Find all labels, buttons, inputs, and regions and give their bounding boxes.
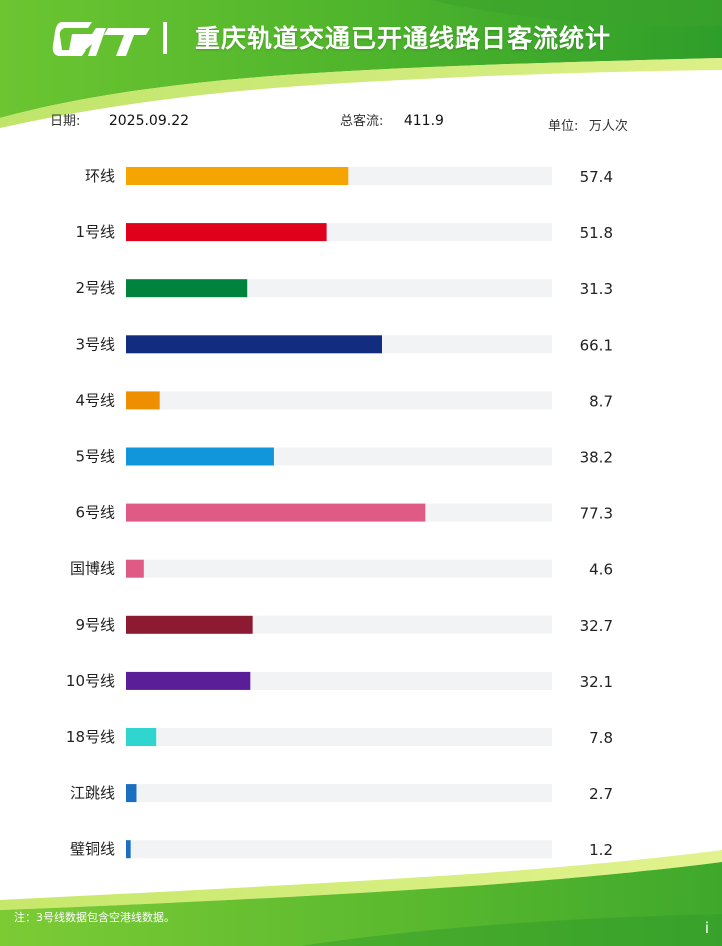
bar-track [126,391,552,410]
bar-track [126,559,552,578]
bar [126,279,248,298]
category-label: 4号线 [75,391,115,409]
bar [126,559,144,578]
bar [126,671,251,690]
value-label: 4.6 [589,561,613,579]
page-title: 重庆轨道交通已开通线路日客流统计 [195,24,612,53]
bar [126,447,274,466]
value-label: 38.2 [580,449,613,467]
unit-info: 单位: 万人次 [548,115,628,134]
category-label: 国博线 [70,560,115,578]
bar [126,335,382,354]
bar [126,167,349,185]
value-label: 2.7 [589,785,613,803]
category-label: 10号线 [66,672,115,690]
header-divider [163,22,167,54]
category-label: 江跳线 [70,784,115,802]
value-label: 77.3 [580,505,613,523]
unit-label: 单位: [548,119,579,134]
category-label: 璧铜线 [70,840,115,858]
category-label: 18号线 [66,728,115,746]
total-label: 总客流: [340,114,384,129]
unit-value: 万人次 [588,119,628,134]
category-label: 2号线 [75,279,115,297]
value-label: 32.7 [580,617,613,635]
total-info: 总客流: 411.9 [340,110,444,129]
footer-banner [0,850,722,946]
info-icon[interactable]: i [704,919,710,937]
category-label: 环线 [85,167,115,185]
category-label: 5号线 [75,448,115,466]
bar [126,223,327,242]
value-label: 8.7 [589,392,613,410]
bar [126,728,157,746]
total-value: 411.9 [403,113,444,129]
bar [126,391,160,410]
bar [126,784,137,803]
bar [126,503,426,522]
date-info: 日期: 2025.09.22 [50,110,189,129]
bar-track [126,840,552,859]
value-label: 7.8 [589,729,613,747]
value-label: 31.3 [580,280,613,298]
header-banner [0,0,722,128]
category-label: 1号线 [75,223,115,241]
category-label: 3号线 [75,335,115,353]
value-label: 32.1 [580,673,613,691]
date-value: 2025.09.22 [108,113,190,129]
bar-track [126,784,552,803]
bar-track [126,728,552,746]
value-label: 66.1 [580,336,613,354]
value-label: 57.4 [580,168,613,186]
value-label: 1.2 [589,841,613,859]
bar [126,615,253,634]
category-label: 9号线 [75,616,115,634]
footer-note: 注：3号线数据包含空港线数据。 [14,911,175,924]
value-label: 51.8 [580,224,613,242]
category-label: 6号线 [75,504,115,522]
bar [126,840,131,859]
crt-logo-icon [52,22,150,56]
date-label: 日期: [50,114,81,129]
